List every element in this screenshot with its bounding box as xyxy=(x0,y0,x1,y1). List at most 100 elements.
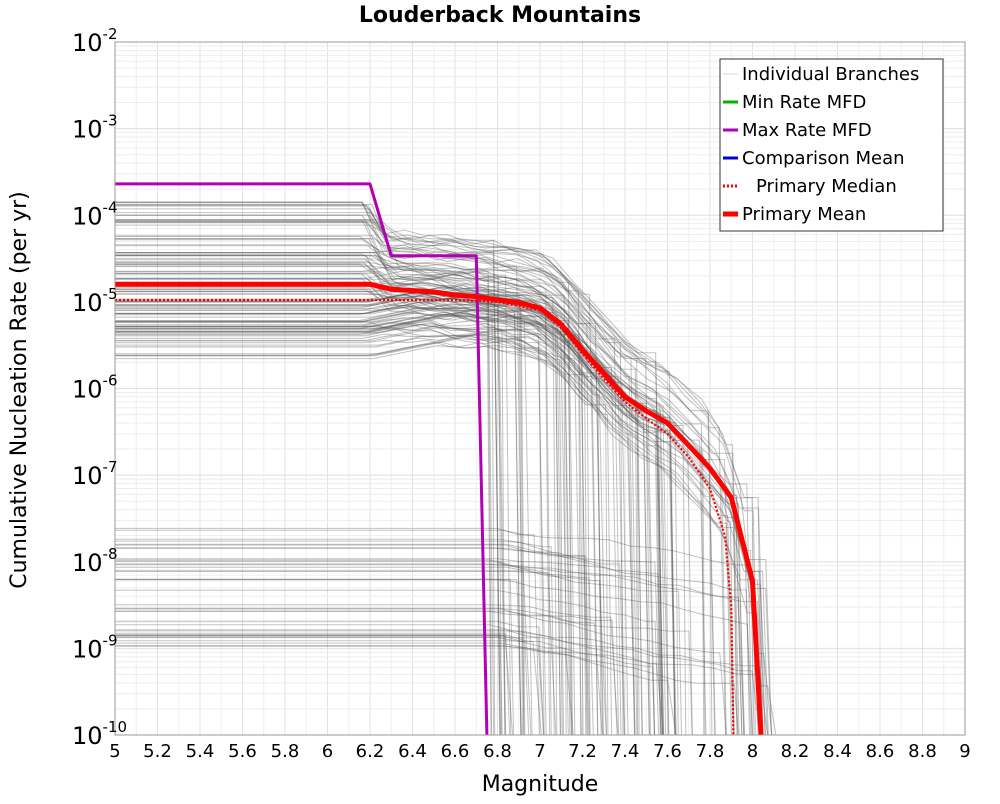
x-tick-label: 8.8 xyxy=(908,741,937,762)
y-tick-base: 10 xyxy=(72,116,103,144)
y-tick-exponent: -10 xyxy=(103,718,128,736)
branch-line xyxy=(115,607,693,735)
x-tick-label: 5.6 xyxy=(228,741,257,762)
branch-line xyxy=(115,640,530,735)
y-tick-base: 10 xyxy=(72,722,103,750)
branch-line xyxy=(115,558,750,735)
legend-label: Primary Mean xyxy=(742,204,866,225)
branch-line xyxy=(115,221,777,735)
branch-line xyxy=(115,570,532,735)
x-tick-label: 8.4 xyxy=(823,741,852,762)
branches-group xyxy=(115,201,777,735)
branch-line xyxy=(115,620,545,735)
branch-line xyxy=(115,273,745,735)
branch-line xyxy=(115,307,547,735)
branch-line xyxy=(115,314,743,735)
branch-line xyxy=(115,321,545,735)
branch-line xyxy=(115,202,762,735)
legend-label: Primary Median xyxy=(756,176,897,197)
x-tick-label: 5.2 xyxy=(143,741,172,762)
branch-line xyxy=(115,630,769,735)
branch-line xyxy=(115,544,662,735)
branch-line xyxy=(115,212,599,735)
y-tick-base: 10 xyxy=(72,549,103,577)
branch-line xyxy=(115,645,739,735)
branch-line xyxy=(115,214,665,735)
branch-line xyxy=(115,301,676,735)
y-tick-label: 10-4 xyxy=(72,198,118,230)
x-tick-label: 7 xyxy=(534,741,545,762)
branch-line xyxy=(115,205,716,735)
branch-line xyxy=(115,335,734,735)
branch-line xyxy=(115,258,573,735)
y-tick-label: 10-10 xyxy=(72,718,127,750)
branch-line xyxy=(115,560,594,735)
branch-line xyxy=(115,293,772,735)
branch-line xyxy=(115,236,640,735)
branch-line xyxy=(115,341,739,735)
branch-line xyxy=(115,277,706,735)
branch-line xyxy=(115,527,540,735)
x-tick-label: 5.8 xyxy=(271,741,300,762)
branch-line xyxy=(115,642,664,735)
branch-line xyxy=(115,238,502,735)
x-tick-label: 6.2 xyxy=(356,741,385,762)
branch-line xyxy=(115,204,738,735)
x-tick-label: 5 xyxy=(109,741,120,762)
branch-line xyxy=(115,253,705,735)
legend-label: Individual Branches xyxy=(742,64,919,85)
series-group xyxy=(115,182,764,735)
branch-line xyxy=(115,339,762,735)
branch-line xyxy=(115,201,759,735)
legend-label: Min Rate MFD xyxy=(742,92,866,113)
branch-line xyxy=(115,645,677,735)
branch-line xyxy=(115,282,667,735)
branch-line xyxy=(115,636,545,735)
x-tick-label: 6.8 xyxy=(483,741,512,762)
branch-line xyxy=(115,235,512,735)
branch-line xyxy=(115,305,656,735)
x-tick-label: 8.6 xyxy=(866,741,895,762)
x-tick-label: 6.6 xyxy=(441,741,470,762)
y-tick-exponent: -4 xyxy=(103,198,118,216)
branch-line xyxy=(115,312,636,735)
branch-line xyxy=(115,637,656,735)
branch-line xyxy=(115,634,503,735)
branch-line xyxy=(115,288,643,735)
y-tick-label: 10-5 xyxy=(72,285,118,317)
branch-line xyxy=(115,297,743,735)
legend-label: Comparison Mean xyxy=(742,148,905,169)
branch-line xyxy=(115,316,602,735)
branch-line xyxy=(115,563,764,735)
branch-line xyxy=(115,327,635,735)
branch-line xyxy=(115,307,769,735)
y-tick-label: 10-7 xyxy=(72,458,118,490)
branch-line xyxy=(115,333,561,735)
x-tick-label: 7.6 xyxy=(653,741,682,762)
branch-line xyxy=(115,578,754,735)
branch-line xyxy=(115,250,624,735)
branch-line xyxy=(115,201,622,735)
branch-line xyxy=(115,315,501,735)
legend-label: Max Rate MFD xyxy=(742,120,872,141)
x-tick-label: 9 xyxy=(959,741,970,762)
branch-line xyxy=(115,203,716,735)
branch-line xyxy=(115,337,588,735)
branch-line xyxy=(115,547,663,735)
branch-line xyxy=(115,566,607,735)
branch-line xyxy=(115,320,662,735)
branch-line xyxy=(115,313,533,735)
branch-line xyxy=(115,309,676,735)
branch-line xyxy=(115,214,726,735)
x-tick-label: 7.4 xyxy=(611,741,640,762)
x-tick-label: 6 xyxy=(322,741,333,762)
branch-line xyxy=(115,306,607,735)
branch-line xyxy=(115,266,604,735)
branch-line xyxy=(115,570,557,735)
y-tick-exponent: -6 xyxy=(103,372,118,390)
branch-line xyxy=(115,289,650,735)
branch-line xyxy=(115,328,735,735)
branch-line xyxy=(115,304,764,735)
